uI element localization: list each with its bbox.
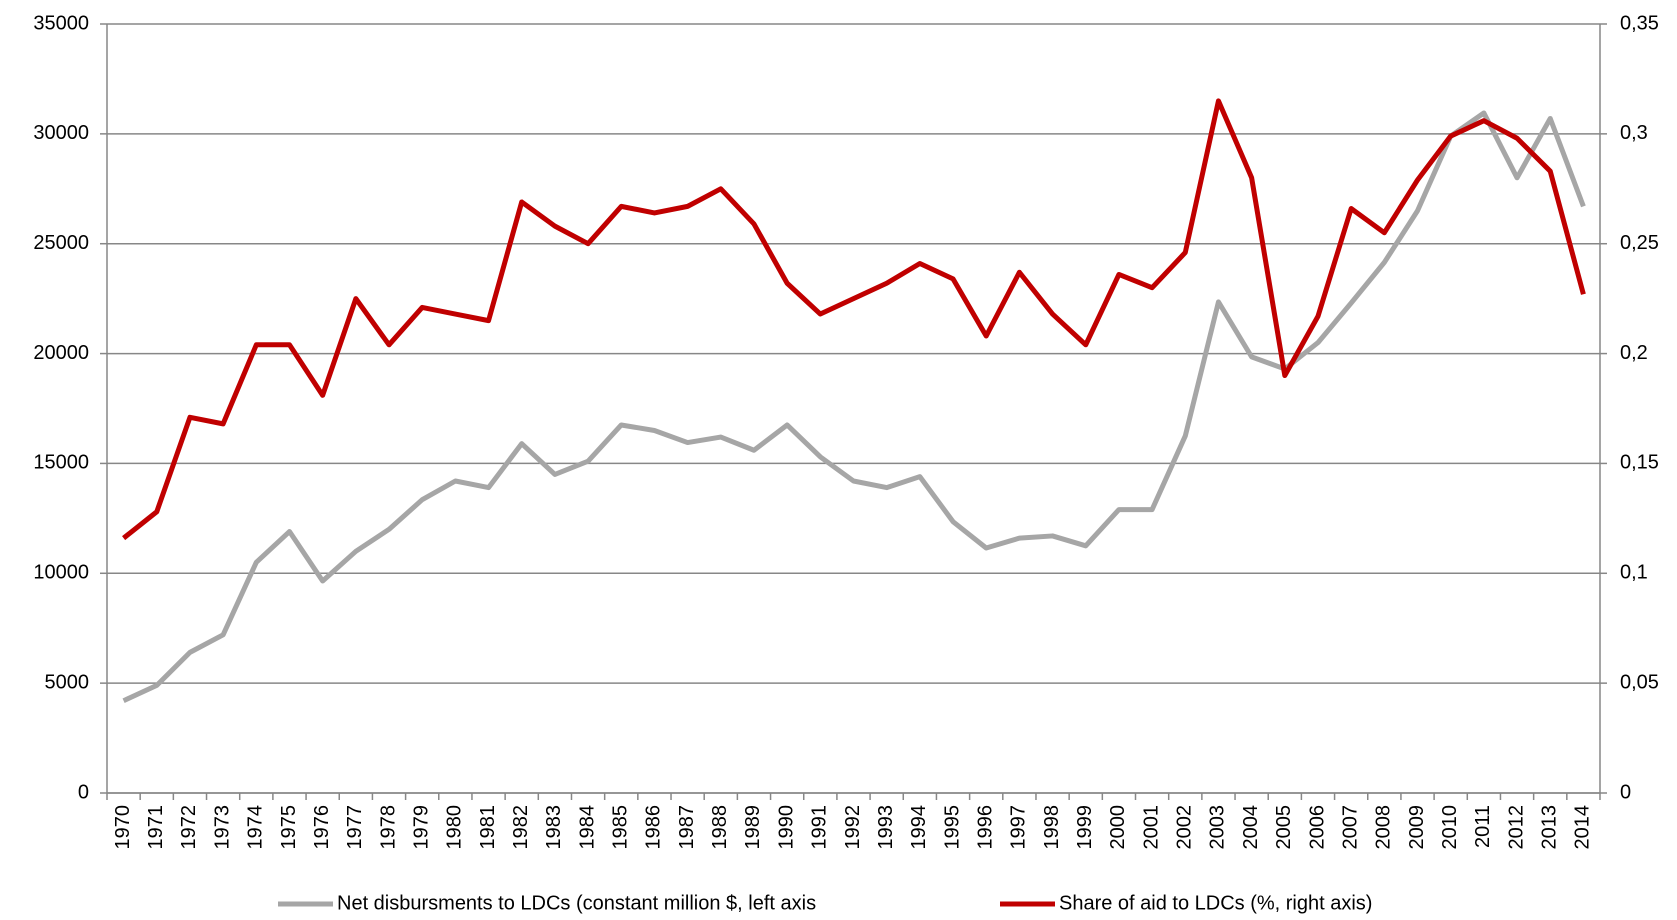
y-tick-label: 30000 bbox=[33, 122, 89, 144]
line bbox=[122, 98, 1586, 541]
x-tick-label: 1972 bbox=[178, 805, 200, 850]
y2-tick-label: 0 bbox=[1620, 781, 1631, 803]
x-tick-label: 1989 bbox=[742, 805, 764, 850]
x-tick-label: 1986 bbox=[643, 805, 665, 850]
y-tick-label: 15000 bbox=[33, 452, 89, 474]
x-tick-label: 1985 bbox=[610, 805, 632, 850]
x-tick-label: 1990 bbox=[775, 805, 797, 850]
x-tick-label: 2010 bbox=[1439, 805, 1461, 850]
x-tick-label: 2011 bbox=[1472, 805, 1494, 848]
x-tick-label: 2004 bbox=[1240, 805, 1262, 850]
y-tick-label: 5000 bbox=[45, 671, 90, 693]
y-tick-label: 20000 bbox=[33, 342, 89, 364]
y2-tick-label: 0,05 bbox=[1620, 671, 1659, 693]
legend-label: Net disbursments to LDCs (constant milli… bbox=[337, 892, 816, 914]
x-tick-label: 1992 bbox=[842, 805, 864, 850]
x-tick-label: 2005 bbox=[1273, 805, 1295, 850]
y-tick-label: 10000 bbox=[33, 562, 89, 584]
x-tick-label: 1996 bbox=[974, 805, 996, 850]
x-tick-label: 1994 bbox=[908, 805, 930, 850]
x-tick-label: 1991 bbox=[809, 805, 831, 850]
y2-tick-label: 0,35 bbox=[1620, 12, 1659, 34]
x-tick-label: 1993 bbox=[875, 805, 897, 850]
y-tick-label: 35000 bbox=[33, 12, 89, 34]
x-tick-label: 2000 bbox=[1107, 805, 1129, 850]
x-tick-label: 1987 bbox=[676, 805, 698, 850]
x-tick-label: 1980 bbox=[444, 805, 466, 850]
x-tick-label: 2012 bbox=[1505, 805, 1527, 850]
y-tick-label: 25000 bbox=[33, 232, 89, 254]
x-tick-label: 1973 bbox=[211, 805, 233, 850]
x-tick-label: 2002 bbox=[1174, 805, 1196, 850]
x-tick-label: 1974 bbox=[245, 805, 267, 850]
x-tick-label: 1978 bbox=[377, 805, 399, 850]
x-tick-label: 2001 bbox=[1140, 805, 1162, 850]
x-tick-label: 2008 bbox=[1373, 805, 1395, 850]
x-tick-label: 2009 bbox=[1406, 805, 1428, 850]
line bbox=[122, 110, 1586, 703]
x-tick-label: 1979 bbox=[410, 805, 432, 850]
x-tick-label: 1998 bbox=[1041, 805, 1063, 850]
y-tick-label: 0 bbox=[78, 781, 89, 803]
x-tick-label: 1988 bbox=[709, 805, 731, 850]
y2-tick-label: 0,15 bbox=[1620, 452, 1659, 474]
x-tick-label: 1976 bbox=[311, 805, 333, 850]
x-tick-label: 1999 bbox=[1074, 805, 1096, 850]
y2-tick-label: 0,2 bbox=[1620, 342, 1648, 364]
x-tick-label: 2013 bbox=[1539, 805, 1561, 850]
x-tick-label: 1982 bbox=[510, 805, 532, 850]
x-tick-label: 1997 bbox=[1008, 805, 1030, 850]
x-tick-label: 2007 bbox=[1339, 805, 1361, 850]
legend-label: Share of aid to LDCs (%, right axis) bbox=[1059, 892, 1372, 914]
y2-tick-label: 0,25 bbox=[1620, 232, 1659, 254]
x-tick-label: 1995 bbox=[941, 805, 963, 850]
x-tick-label: 1983 bbox=[543, 805, 565, 850]
x-tick-label: 2014 bbox=[1572, 805, 1594, 850]
x-tick-label: 2006 bbox=[1306, 805, 1328, 850]
y2-tick-label: 0,3 bbox=[1620, 122, 1648, 144]
x-tick-label: 1984 bbox=[576, 805, 598, 850]
x-tick-label: 1977 bbox=[344, 805, 366, 850]
x-tick-label: 1981 bbox=[477, 805, 499, 850]
x-tick-label: 1970 bbox=[112, 805, 134, 850]
x-tick-label: 1975 bbox=[278, 805, 300, 850]
x-tick-label: 1971 bbox=[145, 805, 167, 850]
x-tick-label: 2003 bbox=[1207, 805, 1229, 850]
y2-tick-label: 0,1 bbox=[1620, 562, 1648, 584]
